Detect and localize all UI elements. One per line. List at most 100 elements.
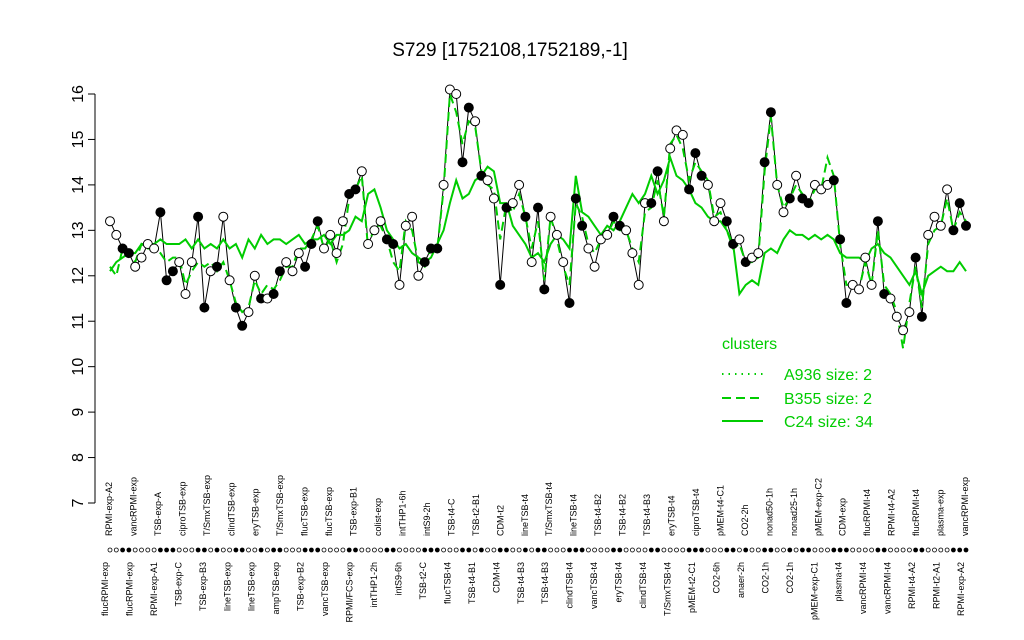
x-label-upper: TSB-t4-B3 [642, 494, 652, 536]
rug-mark [353, 547, 358, 553]
rug-mark [283, 547, 289, 553]
data-point [948, 225, 959, 236]
rug-mark [201, 547, 207, 553]
rug-mark [850, 547, 856, 553]
data-point [759, 157, 770, 168]
data-point [721, 216, 732, 227]
rug-mark [478, 547, 484, 553]
x-label-upper: TSB-t4-B2 [618, 494, 628, 536]
rug-mark [460, 547, 465, 553]
data-point [306, 239, 317, 249]
x-label-upper: vancRPMI-exp [960, 477, 970, 536]
chart-title: S729 [1752108,1752189,-1] [392, 40, 628, 61]
rug-mark [963, 547, 969, 553]
rug-mark [491, 547, 497, 553]
rug-mark [862, 547, 868, 553]
rug-mark [913, 547, 918, 553]
rug-mark [932, 547, 937, 553]
rug-mark [428, 547, 434, 553]
x-label-lower: ampTSB-exp [271, 562, 281, 615]
data-point [363, 239, 374, 249]
x-label-lower: TSB-exp-B3 [198, 562, 208, 611]
x-label-lower: TSB-exp-B2 [296, 562, 306, 611]
x-label-upper: ciproTSB-exp [177, 481, 187, 536]
rug-mark [334, 547, 340, 553]
rug-mark [711, 547, 717, 553]
rug-mark [252, 547, 258, 553]
data-point [734, 234, 745, 245]
data-point [828, 175, 839, 186]
rug-mark [359, 547, 365, 553]
legend-entry-b355: B355 size: 2 [722, 391, 872, 408]
rug-mark [390, 547, 396, 553]
data-point [539, 284, 550, 295]
data-point [105, 216, 115, 227]
rug-mark [516, 547, 522, 553]
data-point [507, 198, 518, 209]
rug-mark [453, 547, 459, 553]
x-label-upper: flucRPMI-t4 [911, 489, 921, 536]
x-rug-layer [107, 547, 969, 553]
rug-mark [378, 547, 384, 553]
data-point [520, 211, 531, 222]
data-point [400, 220, 411, 231]
rug-mark [888, 547, 893, 553]
rug-mark [296, 547, 302, 553]
data-point [885, 293, 896, 304]
x-label-upper: nonad50-1h [764, 488, 774, 536]
data-point [186, 257, 197, 268]
x-label-upper: pMEM-t4-C1 [715, 485, 725, 536]
rug-mark [693, 547, 698, 553]
data-point [545, 211, 556, 222]
x-label-upper: TSB-exp-A [153, 492, 163, 536]
rug-mark [951, 547, 956, 553]
y-tick-label: 9 [70, 408, 87, 417]
data-point [646, 198, 657, 209]
rug-mark [787, 547, 793, 553]
y-tick-label: 7 [70, 498, 87, 507]
data-point [111, 229, 122, 240]
y-tick-label: 14 [70, 176, 87, 194]
rug-mark [586, 547, 591, 553]
x-label-lower: vancTSB-exp [320, 562, 330, 616]
rug-mark [434, 547, 440, 553]
rug-mark [907, 547, 912, 553]
data-point [457, 157, 468, 168]
legend-entry-a936: A936 size: 2 [722, 367, 872, 384]
data-point [583, 243, 594, 254]
rug-mark [655, 547, 660, 553]
rug-mark [856, 547, 862, 553]
rug-mark [869, 547, 874, 553]
data-point [325, 229, 336, 240]
rug-mark [277, 547, 283, 553]
x-label-upper: vancRPMI-exp [128, 477, 138, 536]
data-point [954, 198, 965, 209]
rug-mark [107, 547, 113, 553]
data-point [627, 248, 638, 259]
data-point [696, 170, 707, 181]
x-label-upper: intS9-2h [422, 502, 432, 536]
rug-mark [705, 547, 711, 553]
rug-mark [837, 547, 843, 553]
data-point [608, 211, 619, 222]
rug-mark [415, 547, 421, 553]
rug-mark [648, 547, 654, 553]
x-label-upper: CO2-2h [740, 504, 750, 536]
data-point [778, 207, 789, 218]
x-label-lower: pMEM-exp-C1 [809, 562, 819, 620]
rug-mark [397, 547, 402, 553]
data-point [319, 243, 329, 254]
data-point [394, 279, 405, 290]
data-point [167, 266, 178, 277]
data-point [633, 279, 644, 290]
x-label-lower: eryTSB-t4 [614, 562, 624, 603]
data-point [923, 229, 934, 240]
rug-mark [126, 547, 132, 553]
data-point [577, 220, 588, 231]
rug-mark [183, 547, 188, 553]
data-point [791, 170, 802, 181]
rug-mark [768, 547, 774, 553]
data-point [872, 216, 883, 227]
y-tick-label: 15 [70, 130, 87, 148]
marker-layer [105, 84, 971, 336]
